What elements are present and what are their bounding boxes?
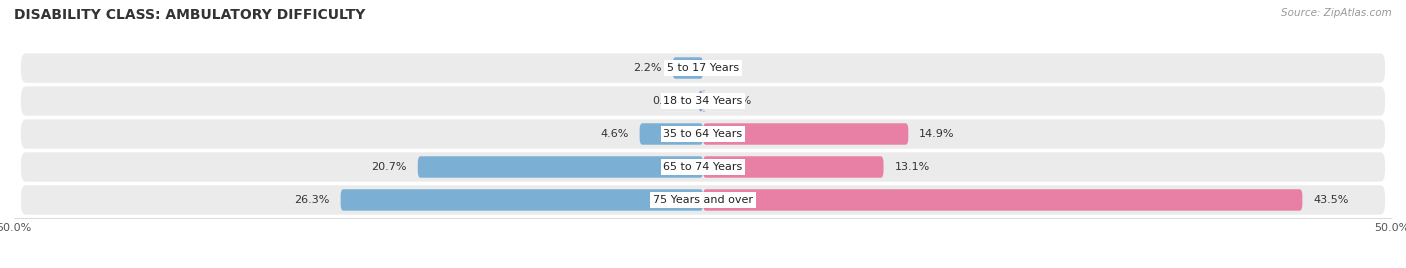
FancyBboxPatch shape [702, 90, 706, 112]
Text: 20.7%: 20.7% [371, 162, 406, 172]
FancyBboxPatch shape [703, 156, 883, 178]
Text: 14.9%: 14.9% [920, 129, 955, 139]
FancyBboxPatch shape [640, 123, 703, 145]
Text: 5 to 17 Years: 5 to 17 Years [666, 63, 740, 73]
Text: DISABILITY CLASS: AMBULATORY DIFFICULTY: DISABILITY CLASS: AMBULATORY DIFFICULTY [14, 8, 366, 22]
FancyBboxPatch shape [703, 189, 1302, 211]
Text: 4.6%: 4.6% [600, 129, 628, 139]
Text: 13.1%: 13.1% [894, 162, 929, 172]
Text: 0.13%: 0.13% [716, 96, 751, 106]
FancyBboxPatch shape [21, 152, 1385, 182]
Text: 0.32%: 0.32% [652, 96, 688, 106]
FancyBboxPatch shape [699, 90, 703, 112]
Text: 35 to 64 Years: 35 to 64 Years [664, 129, 742, 139]
FancyBboxPatch shape [21, 53, 1385, 83]
FancyBboxPatch shape [21, 119, 1385, 149]
Text: 75 Years and over: 75 Years and over [652, 195, 754, 205]
FancyBboxPatch shape [418, 156, 703, 178]
FancyBboxPatch shape [340, 189, 703, 211]
FancyBboxPatch shape [21, 86, 1385, 116]
Text: 43.5%: 43.5% [1313, 195, 1348, 205]
Text: 26.3%: 26.3% [294, 195, 329, 205]
FancyBboxPatch shape [21, 185, 1385, 215]
Text: 65 to 74 Years: 65 to 74 Years [664, 162, 742, 172]
Text: 2.2%: 2.2% [633, 63, 662, 73]
Text: Source: ZipAtlas.com: Source: ZipAtlas.com [1281, 8, 1392, 18]
Text: 18 to 34 Years: 18 to 34 Years [664, 96, 742, 106]
FancyBboxPatch shape [703, 123, 908, 145]
Text: 0.0%: 0.0% [714, 63, 742, 73]
FancyBboxPatch shape [672, 57, 703, 79]
